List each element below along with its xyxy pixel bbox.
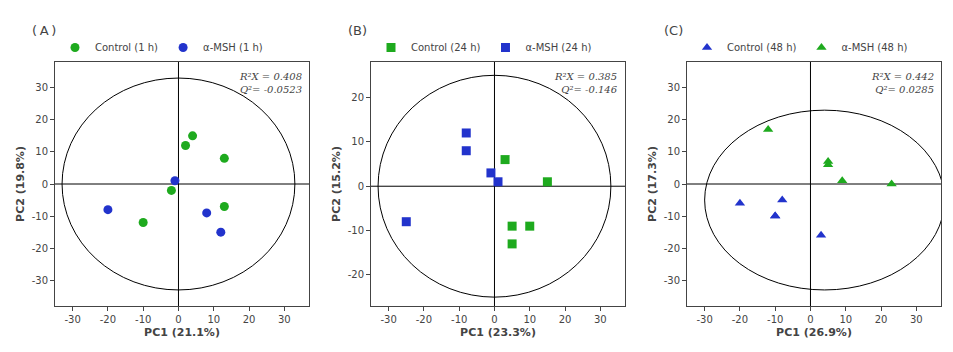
- svg-text:30: 30: [667, 82, 680, 93]
- svg-text:PC1 (23.3%): PC1 (23.3%): [460, 326, 536, 339]
- svg-text:-30: -30: [64, 314, 80, 325]
- svg-text:-20: -20: [348, 269, 364, 280]
- svg-text:(C): (C): [664, 23, 683, 38]
- svg-text:-30: -30: [380, 314, 396, 325]
- svg-text:PC2 (19.8%): PC2 (19.8%): [14, 146, 27, 222]
- svg-text:20: 20: [351, 92, 364, 103]
- svg-text:-10: -10: [32, 211, 48, 222]
- svg-text:-20: -20: [732, 314, 748, 325]
- svg-text:10: 10: [667, 146, 680, 157]
- svg-text:PC2 (17.3%): PC2 (17.3%): [646, 146, 659, 222]
- svg-text:10: 10: [207, 314, 220, 325]
- svg-text:-10: -10: [348, 225, 364, 236]
- svg-text:PC1 (21.1%): PC1 (21.1%): [144, 326, 220, 339]
- svg-text:20: 20: [875, 314, 888, 325]
- svg-text:-10: -10: [135, 314, 151, 325]
- svg-text:Control (48 h): Control (48 h): [727, 42, 796, 53]
- svg-text:Control (1 h): Control (1 h): [95, 42, 158, 53]
- svg-text:30: 30: [594, 314, 607, 325]
- svg-text:R²X = 0.442Q²= 0.0285: R²X = 0.442Q²= 0.0285: [871, 71, 934, 95]
- svg-text:-30: -30: [32, 275, 48, 286]
- svg-text:0: 0: [674, 179, 680, 190]
- svg-text:-10: -10: [767, 314, 783, 325]
- svg-text:R²X = 0.385Q²= -0.146: R²X = 0.385Q²= -0.146: [554, 71, 618, 95]
- svg-text:0: 0: [358, 181, 364, 192]
- svg-text:-30: -30: [664, 275, 680, 286]
- svg-text:Control (24 h): Control (24 h): [411, 42, 480, 53]
- svg-text:20: 20: [35, 114, 48, 125]
- svg-text:-20: -20: [100, 314, 116, 325]
- svg-text:20: 20: [559, 314, 572, 325]
- svg-text:α-MSH (48 h): α-MSH (48 h): [841, 42, 907, 53]
- svg-text:-20: -20: [416, 314, 432, 325]
- svg-text:PC2 (15.2%): PC2 (15.2%): [330, 146, 343, 222]
- svg-text:-30: -30: [696, 314, 712, 325]
- svg-text:0: 0: [491, 314, 497, 325]
- svg-text:R²X = 0.408Q²= -0.0523: R²X = 0.408Q²= -0.0523: [239, 71, 302, 95]
- svg-text:10: 10: [35, 146, 48, 157]
- svg-text:20: 20: [667, 114, 680, 125]
- svg-text:30: 30: [278, 314, 291, 325]
- svg-text:(B): (B): [348, 23, 367, 38]
- svg-text:α-MSH (24 h): α-MSH (24 h): [525, 42, 591, 53]
- svg-text:30: 30: [910, 314, 923, 325]
- svg-text:-10: -10: [664, 211, 680, 222]
- svg-text:-20: -20: [664, 243, 680, 254]
- svg-text:PC1 (26.9%): PC1 (26.9%): [776, 326, 852, 339]
- svg-text:0: 0: [175, 314, 181, 325]
- svg-text:-10: -10: [451, 314, 467, 325]
- svg-text:0: 0: [42, 179, 48, 190]
- svg-text:30: 30: [35, 82, 48, 93]
- svg-text:10: 10: [523, 314, 536, 325]
- svg-text:α-MSH (1 h): α-MSH (1 h): [203, 42, 263, 53]
- svg-text:20: 20: [243, 314, 256, 325]
- svg-text:-20: -20: [32, 243, 48, 254]
- svg-text:( A ): ( A ): [32, 23, 56, 38]
- svg-text:10: 10: [351, 136, 364, 147]
- svg-text:0: 0: [807, 314, 813, 325]
- svg-text:10: 10: [839, 314, 852, 325]
